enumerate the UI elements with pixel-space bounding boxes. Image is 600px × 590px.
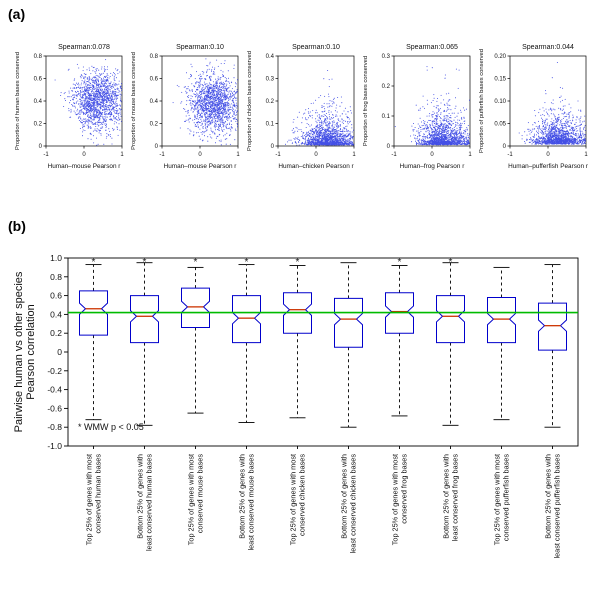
svg-text:Spearman:0.065: Spearman:0.065 [406, 44, 458, 51]
scatter-plot-pufferfish-conservation: Spearman:0.044 Proportion of pufferfish b… [479, 44, 589, 170]
svg-text:Bottom 25% of genes withleast: Bottom 25% of genes withleast conserved … [238, 454, 256, 551]
svg-text:1: 1 [468, 152, 472, 158]
scatter-plot-frog-conservation: Spearman:0.065 Proportion of frog bases c… [363, 44, 472, 170]
svg-text:Spearman:0.10: Spearman:0.10 [176, 44, 224, 51]
svg-text:0.05: 0.05 [494, 122, 506, 128]
svg-text:0.8: 0.8 [34, 54, 43, 60]
svg-text:Top 25% of genes with mostcons: Top 25% of genes with mostconserved chic… [289, 454, 307, 546]
svg-text:-0.2: -0.2 [47, 366, 62, 376]
svg-text:Bottom 25% of genes withleast: Bottom 25% of genes withleast conserved … [442, 454, 460, 542]
svg-text:Bottom 25% of genes withleast: Bottom 25% of genes withleast conserved … [544, 454, 562, 559]
svg-text:0.4: 0.4 [150, 99, 159, 105]
svg-text:-1: -1 [391, 152, 397, 158]
svg-text:Human–mouse Pearson r: Human–mouse Pearson r [48, 163, 122, 170]
scatter-panel-row: Spearman:0.078 Proportion of human bases … [12, 26, 592, 202]
svg-text:0: 0 [430, 152, 434, 158]
scatter-plot-human-conservation: Spearman:0.078 Proportion of human bases … [15, 44, 124, 170]
svg-text:0.3: 0.3 [266, 77, 275, 83]
scatter-plot-chicken-conservation: Spearman:0.10 Proportion of chicken bases… [247, 44, 356, 170]
svg-text:Top 25% of genes with mostcons: Top 25% of genes with mostconserved frog… [391, 454, 409, 546]
svg-text:-1.0: -1.0 [47, 441, 62, 451]
svg-text:0: 0 [503, 144, 507, 150]
svg-text:Proportion of frog bases conse: Proportion of frog bases conserved [363, 56, 369, 146]
svg-text:Human–frog Pearson r: Human–frog Pearson r [400, 163, 466, 170]
svg-text:-1: -1 [43, 152, 49, 158]
boxplot-pearson-correlation: Pairwise human vs other speciesPearson c… [13, 253, 579, 559]
svg-text:Bottom 25% of genes withleast: Bottom 25% of genes withleast conserved … [340, 454, 358, 554]
svg-text:0.15: 0.15 [494, 77, 506, 83]
svg-text:0: 0 [39, 144, 43, 150]
svg-text:Proportion of human bases cons: Proportion of human bases conserved [15, 52, 21, 150]
svg-text:0.3: 0.3 [382, 54, 391, 60]
svg-text:-1: -1 [507, 152, 513, 158]
svg-text:0.4: 0.4 [34, 99, 43, 105]
panel-a-label: (a) [8, 6, 26, 22]
svg-text:Human–pufferfish Pearson r: Human–pufferfish Pearson r [508, 163, 589, 170]
svg-text:1.0: 1.0 [50, 253, 62, 263]
svg-text:Spearman:0.078: Spearman:0.078 [58, 44, 110, 51]
svg-text:*: * [296, 257, 300, 268]
svg-text:0: 0 [271, 144, 275, 150]
svg-text:-0.6: -0.6 [47, 403, 62, 413]
svg-text:0.10: 0.10 [494, 99, 506, 105]
svg-text:0.8: 0.8 [150, 54, 159, 60]
svg-text:0.2: 0.2 [150, 122, 159, 128]
svg-text:Spearman:0.044: Spearman:0.044 [522, 44, 574, 51]
scatter-plot-mouse-conservation: Spearman:0.10 Proportion of mouse bases c… [131, 44, 240, 170]
svg-text:0.2: 0.2 [50, 328, 62, 338]
svg-text:0: 0 [314, 152, 318, 158]
svg-text:0.6: 0.6 [50, 291, 62, 301]
svg-text:1: 1 [236, 152, 240, 158]
svg-text:Top 25% of genes with mostcons: Top 25% of genes with mostconserved huma… [85, 454, 103, 546]
svg-text:-1: -1 [275, 152, 281, 158]
svg-text:1: 1 [120, 152, 124, 158]
svg-text:Proportion of mouse bases cons: Proportion of mouse bases conserved [131, 52, 137, 150]
svg-text:*: * [449, 257, 453, 268]
svg-text:0.6: 0.6 [34, 77, 43, 83]
svg-text:0.1: 0.1 [382, 114, 391, 120]
svg-text:*: * [143, 257, 147, 268]
svg-text:*: * [92, 257, 96, 268]
svg-text:0.1: 0.1 [266, 122, 275, 128]
svg-text:Proportion of pufferfish bases: Proportion of pufferfish bases conserved [479, 49, 485, 153]
svg-text:0: 0 [57, 347, 62, 357]
svg-text:-1: -1 [159, 152, 165, 158]
svg-text:0: 0 [198, 152, 202, 158]
svg-text:0.2: 0.2 [266, 99, 275, 105]
svg-text:0.8: 0.8 [50, 272, 62, 282]
svg-text:Pairwise human vs other specie: Pairwise human vs other speciesPearson c… [13, 271, 37, 432]
svg-text:Bottom 25% of genes withleast: Bottom 25% of genes withleast conserved … [136, 454, 154, 551]
svg-text:*: * [194, 257, 198, 268]
svg-text:-0.8: -0.8 [47, 422, 62, 432]
svg-text:1: 1 [352, 152, 356, 158]
svg-text:-0.4: -0.4 [47, 385, 62, 395]
svg-text:0: 0 [82, 152, 86, 158]
svg-text:Human–mouse Pearson r: Human–mouse Pearson r [164, 163, 238, 170]
svg-text:Spearman:0.10: Spearman:0.10 [292, 44, 340, 51]
svg-text:Human–chicken Pearson r: Human–chicken Pearson r [278, 163, 354, 170]
svg-text:0: 0 [546, 152, 550, 158]
svg-text:0.20: 0.20 [494, 54, 506, 60]
svg-text:*: * [245, 257, 249, 268]
svg-text:1: 1 [584, 152, 588, 158]
svg-text:0: 0 [155, 144, 159, 150]
svg-text:Top 25% of genes with mostcons: Top 25% of genes with mostconserved mous… [187, 454, 205, 546]
svg-text:0.4: 0.4 [50, 309, 62, 319]
svg-text:0.6: 0.6 [150, 77, 159, 83]
svg-text:0.2: 0.2 [34, 122, 43, 128]
svg-text:0.2: 0.2 [382, 84, 391, 90]
svg-text:0.4: 0.4 [266, 54, 275, 60]
svg-text:Top 25% of genes with mostcons: Top 25% of genes with mostconserved puff… [493, 454, 511, 546]
svg-text:0: 0 [387, 144, 391, 150]
svg-text:*: * [398, 257, 402, 268]
svg-text:Proportion of chicken bases co: Proportion of chicken bases conserved [247, 51, 253, 151]
svg-text:* WMW p < 0.05: * WMW p < 0.05 [78, 422, 144, 432]
panel-b-label: (b) [8, 218, 26, 234]
